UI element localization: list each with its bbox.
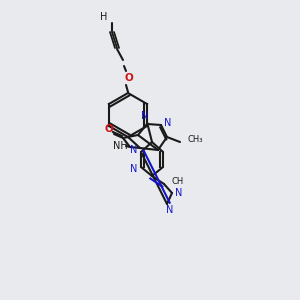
Text: N: N bbox=[164, 118, 172, 128]
Text: N: N bbox=[141, 111, 149, 121]
Text: N: N bbox=[130, 145, 138, 155]
Text: O: O bbox=[124, 73, 134, 83]
Text: H: H bbox=[100, 12, 107, 22]
Text: NH: NH bbox=[112, 141, 128, 151]
Text: N: N bbox=[130, 164, 138, 174]
Text: CH₃: CH₃ bbox=[187, 136, 203, 145]
Text: N: N bbox=[175, 188, 183, 198]
Text: O: O bbox=[105, 124, 113, 134]
Text: CH: CH bbox=[172, 178, 184, 187]
Text: N: N bbox=[166, 205, 174, 215]
